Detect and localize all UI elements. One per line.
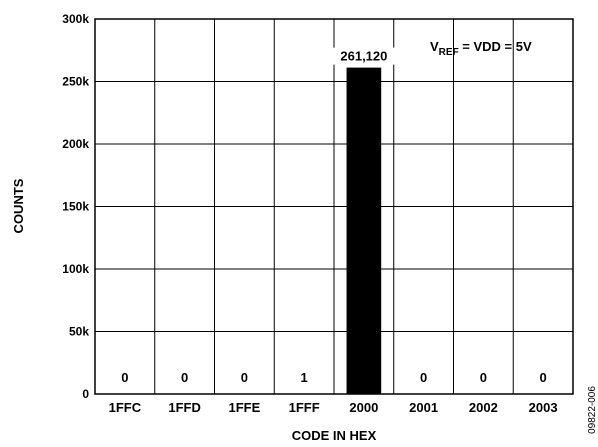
- y-tick-label: 300k: [62, 12, 89, 26]
- x-tick-label: 1FFC: [109, 400, 142, 415]
- y-tick-label: 0: [82, 387, 89, 401]
- grid: [95, 19, 573, 394]
- x-axis-label: CODE IN HEX: [292, 428, 377, 443]
- data-label: 261,120: [340, 49, 387, 64]
- x-tick-label: 1FFE: [228, 400, 260, 415]
- data-label: 0: [121, 370, 128, 385]
- x-tick-label: 1FFD: [168, 400, 201, 415]
- vref-suffix: = VDD = 5V: [459, 39, 532, 54]
- y-tick-label: 50k: [69, 325, 89, 339]
- vref-annotation: VREF = VDD = 5V: [430, 39, 532, 58]
- x-tick-label: 2003: [529, 400, 558, 415]
- x-tick-label: 2001: [409, 400, 438, 415]
- figure-id: 09822-006: [587, 386, 598, 434]
- bar: [346, 67, 382, 394]
- labels: 0 50k 100k 150k 200k 250k 300k 0 1FFC 0 1FFD 0 1FFE 1…: [62, 12, 557, 415]
- data-label: 0: [540, 370, 547, 385]
- plot-frame: [94, 18, 574, 395]
- y-tick-label: 150k: [62, 200, 89, 214]
- bars: [286, 67, 382, 394]
- x-tick-label: 2002: [469, 400, 498, 415]
- data-label: 1: [301, 370, 308, 385]
- data-label-background: [329, 47, 398, 65]
- x-tick-label: 1FFF: [289, 400, 320, 415]
- y-tick-label: 200k: [62, 137, 89, 151]
- y-axis-label: COUNTS: [11, 178, 26, 233]
- y-tick-label: 100k: [62, 262, 89, 276]
- vref-prefix: V: [430, 39, 439, 54]
- data-label: 0: [420, 370, 427, 385]
- data-label: 0: [181, 370, 188, 385]
- data-label: 0: [241, 370, 248, 385]
- y-tick-label: 250k: [62, 75, 89, 89]
- x-tick-label: 2000: [349, 400, 378, 415]
- vref-subscript: REF: [439, 47, 459, 58]
- data-label: 0: [480, 370, 487, 385]
